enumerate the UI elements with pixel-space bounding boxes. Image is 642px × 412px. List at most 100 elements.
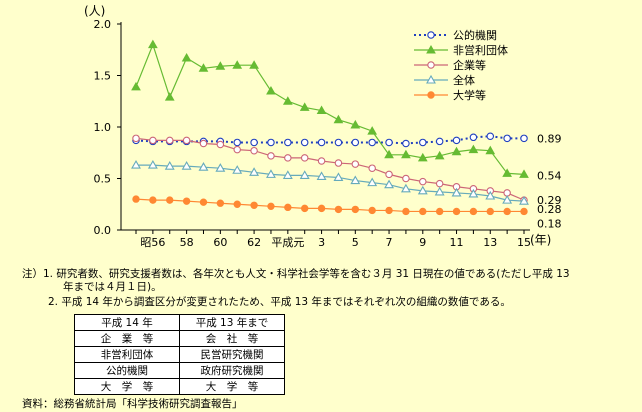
x-tick-label: 7 — [386, 236, 393, 249]
x-tick-label: 60 — [213, 236, 227, 249]
legend-marker — [426, 74, 436, 84]
data-point — [300, 138, 309, 147]
note-1-line-2: 年までは４月１日)。 — [63, 281, 162, 293]
data-point — [316, 171, 327, 180]
data-point — [232, 60, 243, 69]
data-point — [368, 206, 376, 215]
data-point — [266, 85, 276, 95]
y-tick-label: 1.5 — [94, 70, 112, 83]
data-point — [199, 198, 208, 206]
data-point — [502, 195, 513, 204]
data-point — [417, 152, 428, 162]
data-point — [402, 207, 410, 216]
legend-marker — [427, 61, 435, 69]
data-point — [435, 179, 444, 188]
data-point — [284, 203, 292, 212]
data-point — [250, 138, 258, 147]
data-point — [198, 162, 209, 171]
x-tick-label: 5 — [352, 236, 359, 249]
data-point — [249, 60, 259, 69]
data-point — [333, 114, 344, 124]
table-cell: 政府研究機関 — [179, 362, 285, 379]
data-point — [198, 63, 209, 72]
legend-label: 全体 — [453, 73, 475, 87]
data-point — [317, 138, 326, 147]
data-point — [435, 137, 444, 146]
series-line-2 — [135, 137, 525, 201]
data-point — [385, 170, 393, 179]
data-point — [519, 196, 529, 205]
series-line-0 — [135, 135, 525, 145]
data-point — [351, 138, 360, 147]
data-point — [419, 138, 427, 147]
data-point — [299, 170, 310, 179]
end-value-label: 0.28 — [537, 203, 562, 216]
table-header-cell: 平成 13 年まで — [179, 314, 285, 331]
data-point — [317, 204, 326, 213]
data-point — [385, 206, 393, 215]
table-row: 企 業 等 会 社 等 — [74, 330, 285, 347]
legend-label: 非営利団体 — [453, 43, 508, 57]
data-point — [216, 140, 225, 149]
data-point — [333, 172, 344, 182]
data-point — [215, 61, 226, 70]
table-cell: 非営利団体 — [74, 346, 180, 363]
data-point — [350, 175, 361, 185]
data-point — [233, 200, 241, 208]
legend-label: 企業等 — [453, 58, 486, 72]
data-point — [334, 205, 343, 214]
data-point — [503, 207, 511, 216]
data-point — [282, 170, 293, 179]
data-point — [468, 144, 479, 154]
data-point — [486, 207, 494, 216]
table-header-cell: 平成 14 年 — [74, 314, 180, 331]
data-point — [417, 185, 428, 195]
data-point — [435, 207, 444, 216]
data-point — [367, 126, 378, 135]
series-line-4 — [135, 198, 525, 213]
y-tick-label: 0.5 — [94, 173, 112, 186]
data-point — [149, 196, 157, 204]
data-point — [182, 136, 191, 145]
data-point — [267, 202, 275, 211]
y-tick-label: 2.0 — [94, 18, 112, 31]
table-row: 非営利団体 民営研究機関 — [74, 346, 285, 363]
y-unit-label: (人) — [84, 4, 105, 18]
data-point — [334, 138, 343, 147]
data-point — [215, 163, 226, 172]
data-point — [131, 160, 141, 169]
data-point — [502, 168, 513, 177]
x-tick-label: 13 — [483, 236, 497, 249]
data-point — [317, 157, 326, 165]
legend-marker — [426, 44, 436, 54]
data-point — [351, 205, 360, 214]
series-line-3 — [136, 164, 525, 202]
legend-label: 大学等 — [453, 88, 486, 102]
data-point — [434, 186, 445, 196]
data-point — [284, 154, 292, 162]
data-point — [282, 96, 293, 105]
y-tick-label: 1.0 — [94, 121, 112, 134]
data-point — [266, 169, 276, 178]
data-point — [299, 102, 310, 111]
data-point — [434, 150, 445, 160]
data-point — [401, 149, 411, 159]
table-row: 大 学 等 大 学 等 — [74, 378, 285, 395]
data-point — [284, 138, 292, 147]
data-point — [164, 161, 175, 170]
x-tick-label: 62 — [247, 236, 261, 249]
x-tick-label: 3 — [318, 236, 325, 249]
table-cell: 民営研究機関 — [179, 346, 285, 363]
table-cell: 大 学 等 — [74, 378, 180, 395]
table-header-row: 平成 14 年 平成 13 年まで — [74, 314, 285, 331]
data-point — [233, 138, 241, 147]
data-point — [452, 207, 461, 216]
x-tick-label: 15 — [517, 236, 531, 249]
data-point — [520, 134, 528, 143]
data-point — [351, 160, 360, 168]
data-point — [503, 134, 511, 143]
data-point — [232, 165, 243, 174]
x-tick-label: 58 — [180, 236, 194, 249]
